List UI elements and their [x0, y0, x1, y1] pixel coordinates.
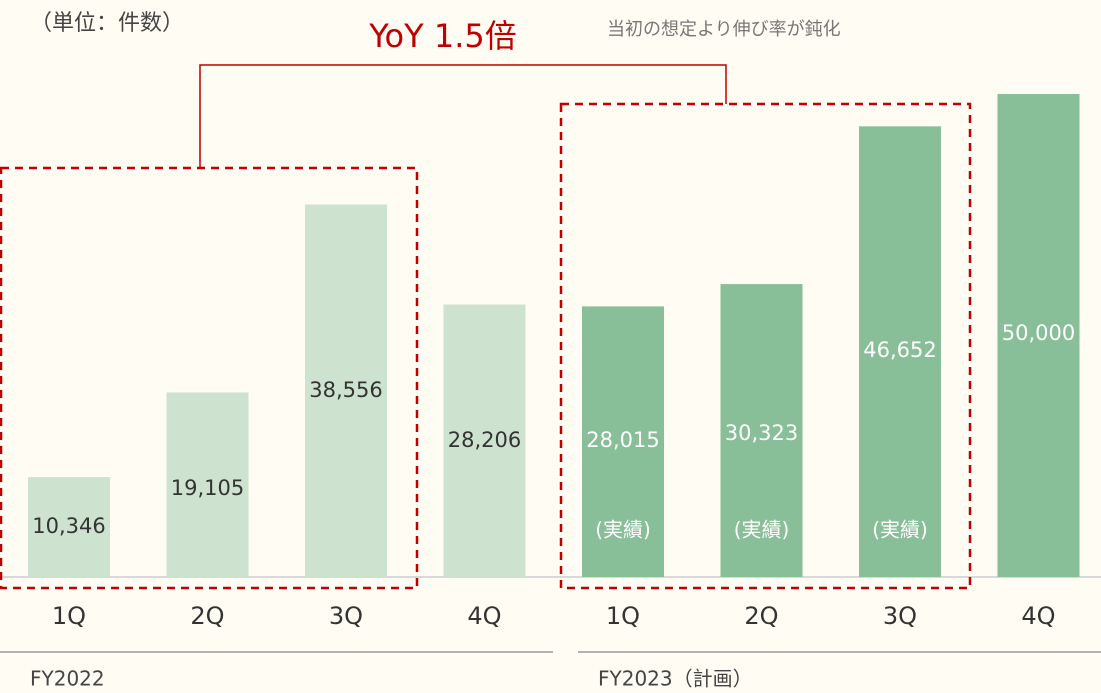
value-label: 38,556 — [309, 378, 382, 402]
bar — [859, 126, 941, 578]
x-tick-label: 4Q — [467, 602, 501, 630]
x-tick-label: 3Q — [883, 602, 917, 630]
note-label: (実績) — [872, 518, 928, 542]
bar — [997, 94, 1080, 577]
annotation: 当初の想定より伸び率が鈍化 — [607, 19, 841, 40]
bar — [305, 204, 387, 577]
value-label: 30,323 — [725, 421, 798, 445]
x-tick-label: 2Q — [190, 602, 224, 630]
group-label: FY2023（計画） — [598, 667, 753, 691]
x-tick-label: 1Q — [52, 602, 86, 630]
unit-label: （単位：件数） — [30, 11, 184, 36]
value-label: 46,652 — [863, 338, 936, 362]
group-label: FY2022 — [30, 667, 105, 691]
note-label: (実績) — [734, 518, 790, 542]
value-label: 10,346 — [32, 514, 105, 538]
bracket — [199, 64, 727, 168]
bar — [582, 306, 664, 577]
bar — [28, 477, 110, 577]
chart-title: YoY 1.5倍 — [368, 17, 517, 55]
value-label: 28,206 — [448, 428, 521, 452]
x-tick-label: 4Q — [1021, 602, 1055, 630]
x-tick-label: 2Q — [744, 602, 778, 630]
value-label: 50,000 — [1002, 321, 1075, 345]
x-tick-label: 3Q — [329, 602, 363, 630]
value-label: 28,015 — [586, 428, 659, 452]
value-label: 19,105 — [171, 476, 244, 500]
bar — [720, 284, 803, 577]
bar — [166, 392, 249, 577]
x-tick-label: 1Q — [606, 602, 640, 630]
bar — [443, 304, 526, 577]
note-label: (実績) — [595, 518, 651, 542]
highlight-box — [559, 102, 972, 590]
highlight-box — [0, 166, 419, 590]
